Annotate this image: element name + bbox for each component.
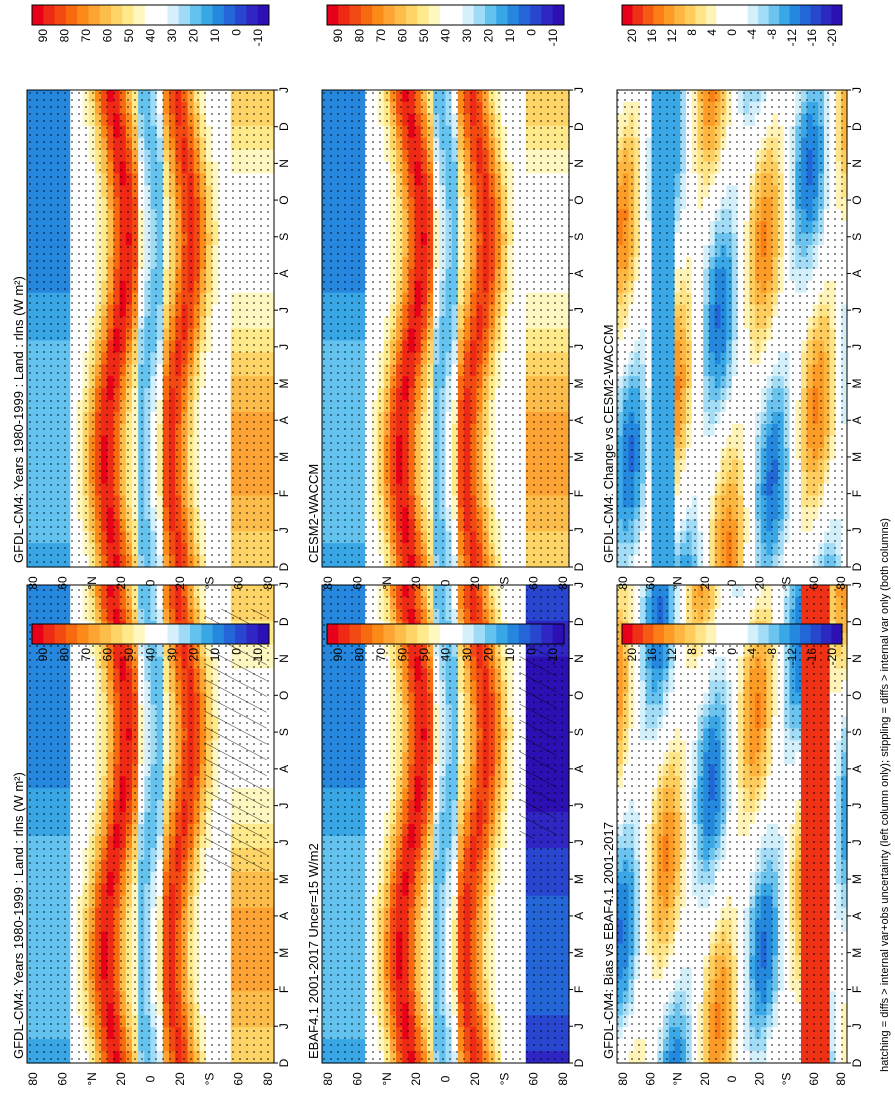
month-label: M bbox=[850, 948, 864, 958]
month-label: A bbox=[850, 912, 864, 920]
month-label: J bbox=[277, 839, 291, 845]
month-label: M bbox=[277, 948, 291, 958]
lat-label: °S bbox=[202, 1073, 216, 1086]
lat-label: 0 bbox=[439, 1075, 453, 1082]
month-label: J bbox=[850, 839, 864, 845]
month-label: J bbox=[277, 1023, 291, 1029]
month-label: F bbox=[572, 986, 586, 993]
month-label: J bbox=[572, 803, 586, 809]
month-label: D bbox=[850, 617, 864, 626]
month-label: O bbox=[572, 691, 586, 700]
panel-title: GFDL-CM4: Bias vs EBAF4.1 2001-2017 bbox=[601, 822, 616, 1059]
month-label: D bbox=[277, 1058, 291, 1067]
lat-label: 20 bbox=[468, 1072, 482, 1086]
panel-frame bbox=[616, 584, 848, 1064]
month-label: D bbox=[850, 1058, 864, 1067]
hatching bbox=[204, 608, 267, 872]
lat-label: 0 bbox=[144, 1075, 158, 1082]
month-label: N bbox=[850, 654, 864, 663]
lat-label: 20 bbox=[752, 1072, 766, 1086]
lat-label: 20 bbox=[409, 1072, 423, 1086]
lat-label: 0 bbox=[725, 1075, 739, 1082]
month-label: O bbox=[850, 691, 864, 700]
month-label: M bbox=[277, 874, 291, 884]
lat-label: 20 bbox=[698, 1072, 712, 1086]
month-label: J bbox=[850, 582, 864, 588]
month-label: D bbox=[572, 617, 586, 626]
lat-label: 80 bbox=[834, 1072, 848, 1086]
panel-title: GFDL-CM4: Years 1980-1999 : Land : rlns … bbox=[11, 772, 26, 1059]
month-label: A bbox=[572, 912, 586, 920]
month-label: N bbox=[277, 654, 291, 663]
month-label: S bbox=[850, 728, 864, 736]
month-label: M bbox=[572, 948, 586, 958]
month-label: A bbox=[850, 765, 864, 773]
lat-label: 60 bbox=[350, 1072, 364, 1086]
lat-label: °N bbox=[85, 1072, 99, 1085]
panel-frame bbox=[321, 584, 570, 1064]
lat-label: 60 bbox=[55, 1072, 69, 1086]
month-label: A bbox=[277, 912, 291, 920]
month-label: D bbox=[572, 1058, 586, 1067]
lat-label: 60 bbox=[527, 1072, 541, 1086]
month-label: M bbox=[850, 874, 864, 884]
hatching bbox=[519, 623, 557, 839]
month-label: J bbox=[850, 803, 864, 809]
stippling bbox=[617, 585, 847, 1063]
lat-label: 80 bbox=[261, 1072, 275, 1086]
panel-title: EBAF4.1 2001-2017 Uncer=15 W/m2 bbox=[306, 843, 321, 1059]
month-label: J bbox=[850, 1023, 864, 1029]
lat-label: 60 bbox=[643, 1072, 657, 1086]
month-label: J bbox=[572, 839, 586, 845]
month-label: J bbox=[277, 582, 291, 588]
month-label: J bbox=[572, 582, 586, 588]
lat-label: 20 bbox=[114, 1072, 128, 1086]
lat-label: °N bbox=[671, 1072, 685, 1085]
month-label: J bbox=[572, 1023, 586, 1029]
month-label: A bbox=[572, 765, 586, 773]
month-label: S bbox=[572, 728, 586, 736]
panel-frame bbox=[26, 584, 275, 1064]
lat-label: °S bbox=[497, 1073, 511, 1086]
month-label: F bbox=[277, 986, 291, 993]
lat-label: 80 bbox=[321, 1072, 335, 1086]
month-label: O bbox=[277, 691, 291, 700]
lat-label: 80 bbox=[26, 1072, 40, 1086]
lat-label: 60 bbox=[807, 1072, 821, 1086]
lat-label: 80 bbox=[556, 1072, 570, 1086]
month-label: S bbox=[277, 728, 291, 736]
month-label: D bbox=[277, 617, 291, 626]
lat-label: °S bbox=[780, 1073, 794, 1086]
month-label: J bbox=[277, 803, 291, 809]
lat-label: °N bbox=[380, 1072, 394, 1085]
month-label: F bbox=[850, 986, 864, 993]
lat-label: 80 bbox=[616, 1072, 630, 1086]
lat-label: 60 bbox=[232, 1072, 246, 1086]
month-label: A bbox=[277, 765, 291, 773]
month-label: N bbox=[572, 654, 586, 663]
month-label: M bbox=[572, 874, 586, 884]
lat-label: 20 bbox=[173, 1072, 187, 1086]
